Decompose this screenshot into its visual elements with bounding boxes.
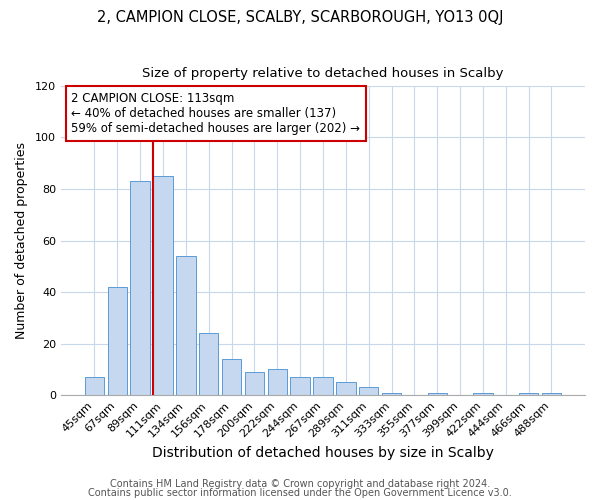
Bar <box>85 377 104 395</box>
Bar <box>222 359 241 395</box>
Bar <box>336 382 356 395</box>
Bar <box>130 181 150 395</box>
Bar <box>154 176 173 395</box>
Bar <box>382 392 401 395</box>
Text: 2 CAMPION CLOSE: 113sqm
← 40% of detached houses are smaller (137)
59% of semi-d: 2 CAMPION CLOSE: 113sqm ← 40% of detache… <box>71 92 361 135</box>
Bar <box>359 388 379 395</box>
X-axis label: Distribution of detached houses by size in Scalby: Distribution of detached houses by size … <box>152 446 494 460</box>
Bar <box>428 392 447 395</box>
Bar <box>473 392 493 395</box>
Text: Contains HM Land Registry data © Crown copyright and database right 2024.: Contains HM Land Registry data © Crown c… <box>110 479 490 489</box>
Bar <box>313 377 332 395</box>
Bar <box>519 392 538 395</box>
Bar <box>542 392 561 395</box>
Bar <box>290 377 310 395</box>
Bar <box>199 334 218 395</box>
Text: 2, CAMPION CLOSE, SCALBY, SCARBOROUGH, YO13 0QJ: 2, CAMPION CLOSE, SCALBY, SCARBOROUGH, Y… <box>97 10 503 25</box>
Title: Size of property relative to detached houses in Scalby: Size of property relative to detached ho… <box>142 68 504 80</box>
Y-axis label: Number of detached properties: Number of detached properties <box>15 142 28 339</box>
Bar <box>268 370 287 395</box>
Bar <box>245 372 264 395</box>
Text: Contains public sector information licensed under the Open Government Licence v3: Contains public sector information licen… <box>88 488 512 498</box>
Bar <box>176 256 196 395</box>
Bar <box>107 287 127 395</box>
